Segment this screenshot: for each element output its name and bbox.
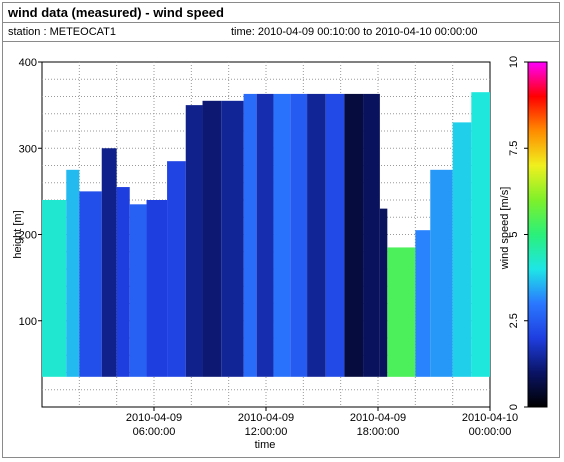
x-tick-label-date: 2010-04-09	[126, 412, 182, 424]
colorbar	[527, 61, 548, 408]
heatmap-cell	[307, 93, 326, 377]
x-tick-label-date: 2010-04-09	[350, 412, 406, 424]
x-tick-label-time: 06:00:00	[133, 426, 176, 438]
colorbar-tick-label: 2.5	[508, 313, 520, 328]
heatmap-cell	[146, 200, 168, 377]
colorbar-tick-label: 10	[508, 56, 520, 68]
heatmap-cell	[79, 191, 102, 377]
heatmap-cell	[256, 93, 274, 377]
colorbar-tick-label: 0	[508, 404, 520, 410]
station-label: station : METEOCAT1	[8, 26, 116, 38]
heatmap-cell	[101, 148, 117, 377]
heatmap-cell	[387, 247, 416, 377]
heatmap-cell	[325, 93, 345, 377]
heatmap-cell	[202, 100, 222, 377]
y-tick-label: 200	[19, 230, 37, 242]
heatmap-cell	[243, 93, 257, 377]
colorbar-tick-label: 7.5	[508, 141, 520, 156]
y-tick-label: 400	[19, 57, 37, 69]
heatmap-cell	[379, 208, 388, 377]
heatmap-cell	[116, 187, 130, 377]
heatmap-cell	[273, 93, 291, 377]
x-axis-label: time	[255, 439, 276, 451]
heatmap-cell	[42, 200, 67, 377]
heatmap-cell	[185, 105, 203, 377]
heatmap-cell	[363, 93, 380, 377]
heatmap-cell	[290, 93, 308, 377]
x-tick-label-time: 18:00:00	[357, 426, 400, 438]
heatmap-cell	[430, 169, 453, 377]
chart-title: wind data (measured) - wind speed	[3, 3, 559, 23]
heatmap-cell	[452, 122, 472, 377]
heatmap-cell	[344, 93, 364, 377]
colorbar-label: wind speed [m/s]	[499, 187, 511, 271]
heatmap-cell	[471, 92, 490, 377]
heatmap-cell	[415, 230, 431, 377]
time-range-label: time: 2010-04-09 00:10:00 to 2010-04-10 …	[231, 26, 478, 38]
y-tick-label: 300	[19, 143, 37, 155]
heatmap-cell	[167, 161, 186, 377]
heatmap-cell	[221, 100, 244, 377]
info-bar: station : METEOCAT1 time: 2010-04-09 00:…	[3, 23, 559, 42]
heatmap-cell	[66, 169, 80, 377]
colorbar-tick-label: 5	[508, 231, 520, 237]
y-axis-label: height [m]	[12, 210, 24, 258]
heatmap-cell	[129, 204, 147, 377]
x-tick-label-time: 12:00:00	[245, 426, 288, 438]
x-tick-label-time: 00:00:00	[469, 426, 512, 438]
x-tick-label-date: 2010-04-09	[238, 412, 294, 424]
y-tick-label: 100	[19, 316, 37, 328]
x-tick-label-date: 2010-04-10	[462, 412, 518, 424]
